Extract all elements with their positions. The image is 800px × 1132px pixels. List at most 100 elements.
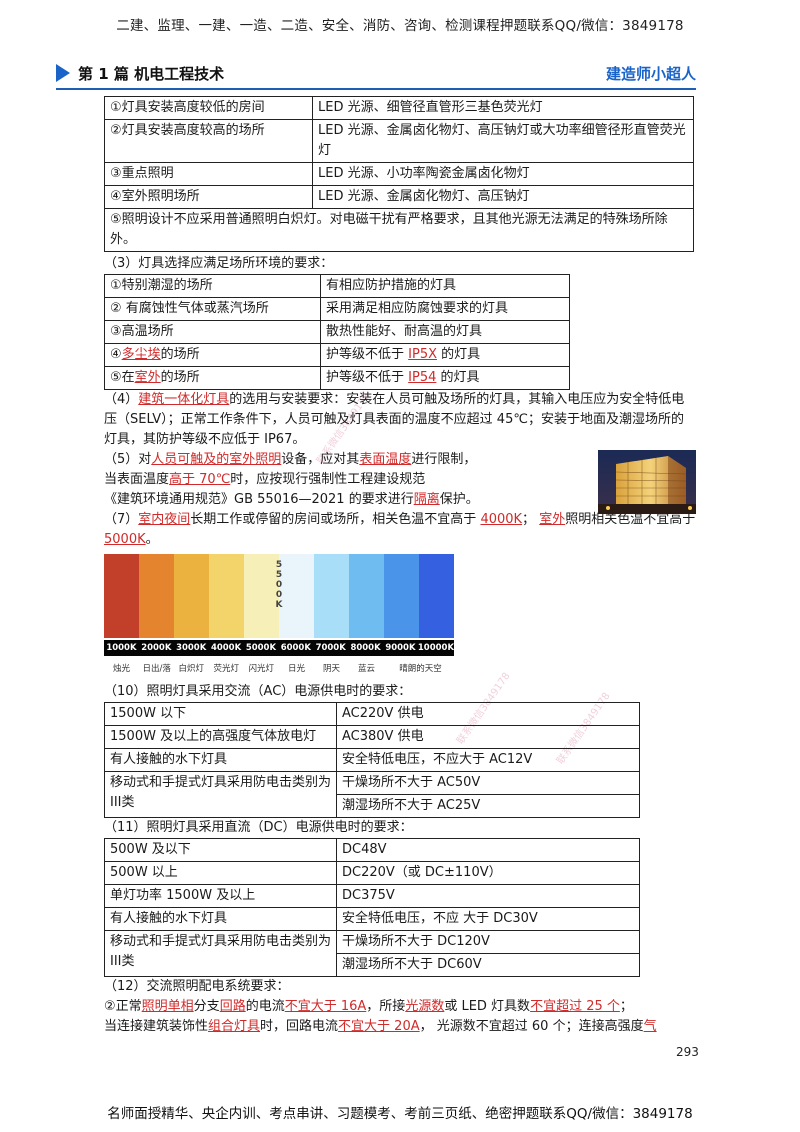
- table-cell: 有相应防护措施的灯具: [320, 274, 570, 298]
- highlight: 人员可触及的室外照明: [151, 452, 282, 467]
- color-temperature-label: 9000K: [385, 643, 416, 653]
- highlight: 不宜超过 25 个: [530, 999, 620, 1014]
- table-cell: 采用满足相应防腐蚀要求的灯具: [320, 297, 570, 321]
- table-row: ⑤照明设计不应采用普通照明白炽灯。对电磁干扰有严格要求，且其他光源无法满足的特殊…: [104, 208, 694, 252]
- text: （7）: [104, 512, 139, 527]
- text: 护等级不低于: [326, 347, 409, 362]
- table-row: ② 有腐蚀性气体或蒸汽场所 采用满足相应防腐蚀要求的灯具: [104, 297, 570, 321]
- table-cell: AC220V 供电: [336, 702, 640, 726]
- highlight: 回路: [219, 999, 246, 1014]
- highlight: 室内夜间: [138, 512, 191, 527]
- table-row: 潮湿场所不大于 AC25V: [105, 794, 640, 818]
- color-temperature-label: 2000K: [141, 643, 172, 653]
- color-temperature-bar: [349, 554, 384, 638]
- table-cell: LED 光源、细管径直管形三基色荧光灯: [312, 96, 694, 120]
- color-temperature-label: 3000K: [176, 643, 207, 653]
- text: 的灯具: [437, 347, 481, 362]
- highlight: 照明单相: [141, 999, 194, 1014]
- light-source-label: 荧光灯: [213, 664, 240, 674]
- color-temperature-label: 6000K: [280, 643, 311, 653]
- light-source-label: 蓝云: [358, 664, 376, 674]
- text: ⑤在: [110, 370, 135, 385]
- light-source-label: 日光: [288, 664, 306, 674]
- table-cell: 散热性能好、耐高温的灯具: [320, 320, 570, 344]
- text: 照明相关色温不宜高于: [565, 512, 696, 527]
- table-cell: 安全特低电压，不应大于 AC12V: [336, 748, 640, 772]
- section-10-label: （10）照明灯具采用交流（AC）电源供电时的要求：: [104, 684, 412, 699]
- color-temperature-mid-char: 5: [275, 560, 283, 570]
- color-temperature-sources: 烛光 日出/落 白炽灯 荧光灯 闪光灯 日光 阴天 蓝云 晴朗的天空: [104, 662, 454, 676]
- dc-supply-table: 500W 及以下 DC48V 500W 以上 DC220V（或 DC±110V）…: [104, 838, 640, 977]
- table-cell: 干燥场所不大于 AC50V: [336, 771, 640, 795]
- color-temperature-bar: [244, 554, 279, 638]
- light-source-label: 闪光灯: [248, 664, 275, 674]
- text: ②正常: [104, 999, 142, 1014]
- highlight: 表面温度: [359, 452, 412, 467]
- text: ， 光源数不宜超过 60 个；连接高强度: [419, 1019, 644, 1034]
- page-header: 第 1 篇 机电工程技术 建造师小超人: [56, 58, 696, 90]
- highlight: 室外: [539, 512, 566, 527]
- text: 或 LED 灯具数: [444, 999, 531, 1014]
- text: 进行限制，: [411, 452, 477, 467]
- section-12-line-2: 当连接建筑装饰性组合灯具时，回路电流不宜大于 20A， 光源数不宜超过 60 个…: [104, 1017, 696, 1037]
- light-source-table: ①灯具安装高度较低的房间 LED 光源、细管径直管形三基色荧光灯 ②灯具安装高度…: [104, 96, 694, 252]
- table-row: ④室外照明场所 LED 光源、金属卤化物灯、高压钠灯: [104, 185, 694, 209]
- table-cell: 500W 以上: [104, 861, 337, 885]
- table-row: ⑤在室外的场所 护等级不低于 IP54 的灯具: [104, 366, 570, 390]
- text: 当表面温度: [104, 472, 170, 487]
- building-photo: [598, 450, 696, 514]
- table-row: ③高温场所 散热性能好、耐高温的灯具: [104, 320, 570, 344]
- table-cell: 1500W 以下: [104, 702, 337, 726]
- table-cell: DC220V（或 DC±110V）: [336, 861, 640, 885]
- table-note-cell: ⑤照明设计不应采用普通照明白炽灯。对电磁干扰有严格要求，且其他光源无法满足的特殊…: [104, 208, 694, 252]
- table-cell: LED 光源、金属卤化物灯、高压钠灯: [312, 185, 694, 209]
- section-12-line-1: ②正常照明单相分支回路的电流不宜大于 16A，所接光源数或 LED 灯具数不宜超…: [104, 997, 696, 1017]
- highlight: 5000K: [104, 532, 146, 547]
- color-temperature-label: 7000K: [315, 643, 346, 653]
- table-cell: 安全特低电压，不应 大于 DC30V: [336, 907, 640, 931]
- ac-supply-table: 1500W 以下 AC220V 供电 1500W 及以上的高强度气体放电灯 AC…: [104, 702, 640, 818]
- light-source-label: 白炽灯: [178, 664, 205, 674]
- highlight: 建筑一体化灯具: [138, 392, 230, 407]
- table-row: 500W 以上 DC220V（或 DC±110V）: [104, 861, 640, 885]
- table-cell: ② 有腐蚀性气体或蒸汽场所: [104, 297, 321, 321]
- light-source-label: 晴朗的天空: [399, 664, 442, 674]
- color-temperature-mid-char: K: [275, 600, 283, 610]
- text: 的电流: [245, 999, 285, 1014]
- highlight: IP54: [408, 370, 437, 385]
- table-row: 有人接触的水下灯具 安全特低电压，不应 大于 DC30V: [104, 907, 640, 931]
- light-source-label: 烛光: [113, 664, 131, 674]
- text: 《建筑环境通用规范》GB 55016—2021 的要求进行: [104, 492, 414, 507]
- table-row: 500W 及以下 DC48V: [104, 838, 640, 862]
- table-row: 移动式和手提式灯具采用防电击类别为III类 干燥场所不大于 AC50V: [104, 771, 640, 818]
- section-11-label: （11）照明灯具采用直流（DC）电源供电时的要求：: [104, 820, 413, 835]
- table-cell: 500W 及以下: [104, 838, 337, 862]
- table-row: 移动式和手提式灯具采用防电击类别为III类 干燥场所不大于 DC120V: [104, 930, 640, 977]
- color-temperature-label: 8000K: [350, 643, 381, 653]
- highlight: 不宜大于 16A: [284, 999, 367, 1014]
- highlight: 高于 70℃: [169, 472, 231, 487]
- section-3-label: （3）灯具选择应满足场所环境的要求：: [104, 256, 334, 271]
- table-cell: 护等级不低于 IP54 的灯具: [320, 366, 570, 390]
- color-temperature-label: 10000K: [417, 643, 455, 653]
- table-row: 1500W 以下 AC220V 供电: [104, 702, 640, 726]
- text: （4）: [104, 392, 139, 407]
- table-cell: DC48V: [336, 838, 640, 862]
- color-temperature-label: 5000K: [245, 643, 277, 653]
- table-cell: ①灯具安装高度较低的房间: [104, 96, 313, 120]
- author-name: 建造师小超人: [605, 65, 696, 83]
- color-temperature-bar: [384, 554, 419, 638]
- table-cell: AC380V 供电: [336, 725, 640, 749]
- table-cell: 移动式和手提式灯具采用防电击类别为III类: [104, 771, 337, 818]
- highlight: 室外: [134, 370, 161, 385]
- table-row: 1500W 及以上的高强度气体放电灯 AC380V 供电: [104, 725, 640, 749]
- table-cell: 有人接触的水下灯具: [104, 907, 337, 931]
- table-cell: 移动式和手提式灯具采用防电击类别为III类: [104, 930, 337, 977]
- table-cell: 有人接触的水下灯具: [104, 748, 337, 772]
- color-temperature-label: 1000K: [106, 643, 137, 653]
- color-temperature-label: 4000K: [210, 643, 242, 653]
- color-temperature-bar: [279, 554, 314, 638]
- highlight: IP5X: [408, 347, 437, 362]
- color-temperature-mid-char: 5: [275, 570, 283, 580]
